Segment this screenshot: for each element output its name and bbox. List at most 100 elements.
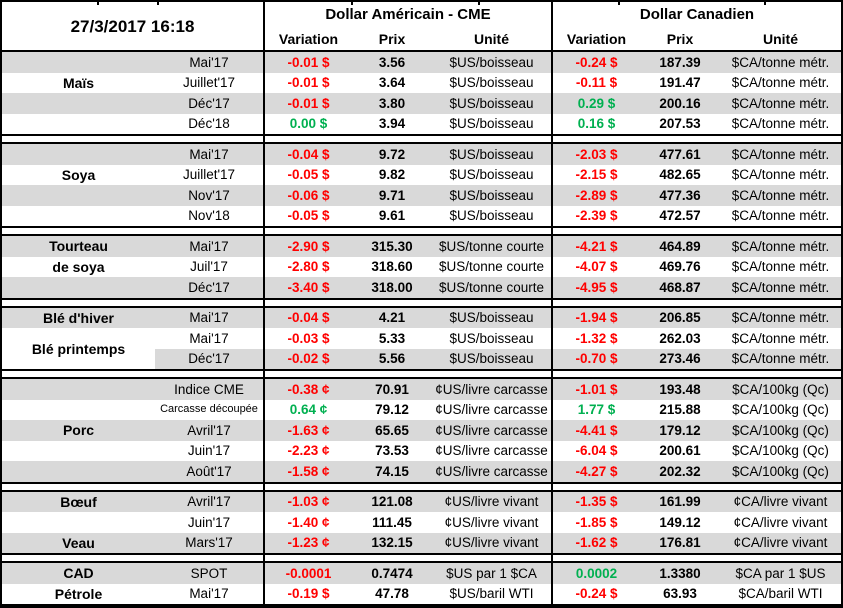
- group-separator: [2, 369, 841, 379]
- us-price: 9.72: [352, 144, 432, 165]
- ca-price: 207.53: [659, 116, 701, 131]
- ca-price: 273.46: [640, 348, 720, 369]
- us-variation: -1.58 ¢: [265, 461, 352, 482]
- table-header: 27/3/2017 16:18 Dollar Américain - CME D…: [2, 2, 841, 52]
- us-price: 318.60: [371, 259, 413, 274]
- us-unit: $US/baril WTI: [432, 583, 553, 604]
- us-variation: -1.03 ¢: [265, 491, 352, 512]
- ca-variation: 0.16 $: [577, 116, 616, 131]
- us-unit: ¢US/livre vivant: [432, 491, 553, 512]
- us-price: 5.56: [352, 348, 432, 369]
- contract-month: Indice CME: [155, 379, 265, 400]
- us-variation: -0.03 $: [287, 330, 330, 346]
- ca-price: 200.61: [659, 443, 701, 458]
- ca-variation: -1.01 $: [553, 379, 640, 400]
- ca-variation: -2.89 $: [553, 185, 640, 206]
- ca-unit: $CA/baril WTI: [738, 586, 823, 601]
- us-variation: -2.90 $: [265, 236, 352, 257]
- ca-unit: $CA/100kg (Qc): [732, 443, 829, 458]
- group-label: Blé d'hiver: [2, 307, 155, 328]
- us-unit: $US/boisseau: [432, 307, 553, 328]
- us-unit: ¢US/livre carcasse: [432, 440, 553, 461]
- group-label: [2, 52, 155, 73]
- us-variation: -0.19 $: [287, 586, 330, 601]
- commodity-group-soya: Mai'17 -0.04 $ 9.72 $US/boisseau -2.03 $…: [2, 144, 841, 226]
- us-price: 74.15: [352, 461, 432, 482]
- ca-unit: $CA par 1 $US: [720, 563, 841, 584]
- ca-price: 482.65: [659, 167, 701, 182]
- contract-month: Août'17: [155, 461, 265, 482]
- us-variation: -1.23 ¢: [265, 532, 352, 553]
- us-variation: -2.80 $: [287, 259, 330, 274]
- gridline-tick: [351, 2, 353, 5]
- us-unit: $US/boisseau: [432, 348, 553, 369]
- group-label: [2, 400, 155, 421]
- ca-variation: -4.07 $: [575, 259, 618, 274]
- ca-price: 193.48: [640, 379, 720, 400]
- us-variation: -0.05 $: [287, 167, 330, 182]
- ca-price: 262.03: [659, 330, 701, 346]
- us-price: 3.80: [352, 93, 432, 114]
- contract-month: Juil'17: [155, 256, 265, 277]
- us-variation: -1.40 ¢: [287, 514, 330, 530]
- us-unit: ¢US/livre vivant: [432, 532, 553, 553]
- contract-month: SPOT: [155, 563, 265, 584]
- us-unit: $US par 1 $CA: [432, 563, 553, 584]
- us-variation: -0.06 $: [265, 185, 352, 206]
- contract-month: Mai'17: [155, 328, 265, 349]
- contract-month: Mars'17: [155, 532, 265, 553]
- contract-month: Mai'17: [155, 307, 265, 328]
- group-label: [2, 277, 155, 298]
- us-variation: -0.01 $: [265, 93, 352, 114]
- us-variation: -0.0001: [265, 563, 352, 584]
- contract-month: Juin'17: [155, 440, 265, 461]
- ca-unit: $CA/100kg (Qc): [720, 379, 841, 400]
- gridline-tick: [97, 2, 99, 5]
- ca-unit: $CA/tonne métr.: [731, 116, 830, 131]
- us-price: 318.00: [352, 277, 432, 298]
- ca-unit: $CA/tonne métr.: [731, 259, 830, 274]
- group-label: [2, 379, 155, 400]
- group-label: CAD: [2, 563, 155, 584]
- us-unit: ¢US/livre carcasse: [432, 461, 553, 482]
- ca-price: 477.36: [640, 185, 720, 206]
- contract-month: Déc'17: [155, 348, 265, 369]
- ca-price: 1.3380: [640, 563, 720, 584]
- us-price: 3.64: [378, 75, 406, 90]
- ca-price-column-header: Prix: [666, 30, 694, 47]
- ca-price: 200.16: [640, 93, 720, 114]
- ca-price: 206.85: [640, 307, 720, 328]
- ca-unit: $CA/tonne métr.: [720, 185, 841, 206]
- group-separator: [2, 481, 841, 492]
- ca-price: 149.12: [659, 514, 701, 530]
- commodity-group-porc: Indice CME -0.38 ¢ 70.91 ¢US/livre carca…: [2, 379, 841, 482]
- us-variation: 0.64 ¢: [289, 402, 328, 417]
- ca-unit: ¢CA/livre vivant: [720, 491, 841, 512]
- group-label: [2, 441, 155, 462]
- contract-month: Mai'17: [155, 52, 265, 73]
- ca-price: 215.88: [659, 402, 701, 417]
- contract-month: Carcasse découpée: [155, 399, 265, 420]
- ca-variation: -0.11 $: [575, 75, 618, 90]
- group-label: Soya: [61, 166, 96, 183]
- us-price: 70.91: [352, 379, 432, 400]
- ca-variation: 0.29 $: [553, 93, 640, 114]
- us-variation: -0.02 $: [265, 348, 352, 369]
- ca-variation: -1.32 $: [575, 330, 618, 346]
- us-unit: $US/boisseau: [432, 328, 553, 349]
- us-price: 0.7474: [352, 563, 432, 584]
- group-label: Tourteau: [2, 236, 155, 257]
- group-separator: [2, 134, 841, 144]
- ca-unit: $CA/tonne métr.: [720, 52, 841, 73]
- group-label: de soya: [52, 258, 105, 275]
- us-variation-column-header: Variation: [278, 30, 339, 47]
- us-price: 4.21: [352, 307, 432, 328]
- ca-variation: -2.39 $: [575, 208, 618, 223]
- us-price: 79.12: [375, 402, 409, 417]
- commodity-group-ble: Blé d'hiver Mai'17 -0.04 $ 4.21 $US/bois…: [2, 307, 841, 369]
- us-unit: $US/tonne courte: [432, 256, 553, 277]
- ca-unit: $CA/tonne métr.: [720, 236, 841, 257]
- us-unit: $US/tonne courte: [432, 236, 553, 257]
- us-unit: $US/boisseau: [432, 93, 553, 114]
- contract-month: Déc'18: [155, 113, 265, 134]
